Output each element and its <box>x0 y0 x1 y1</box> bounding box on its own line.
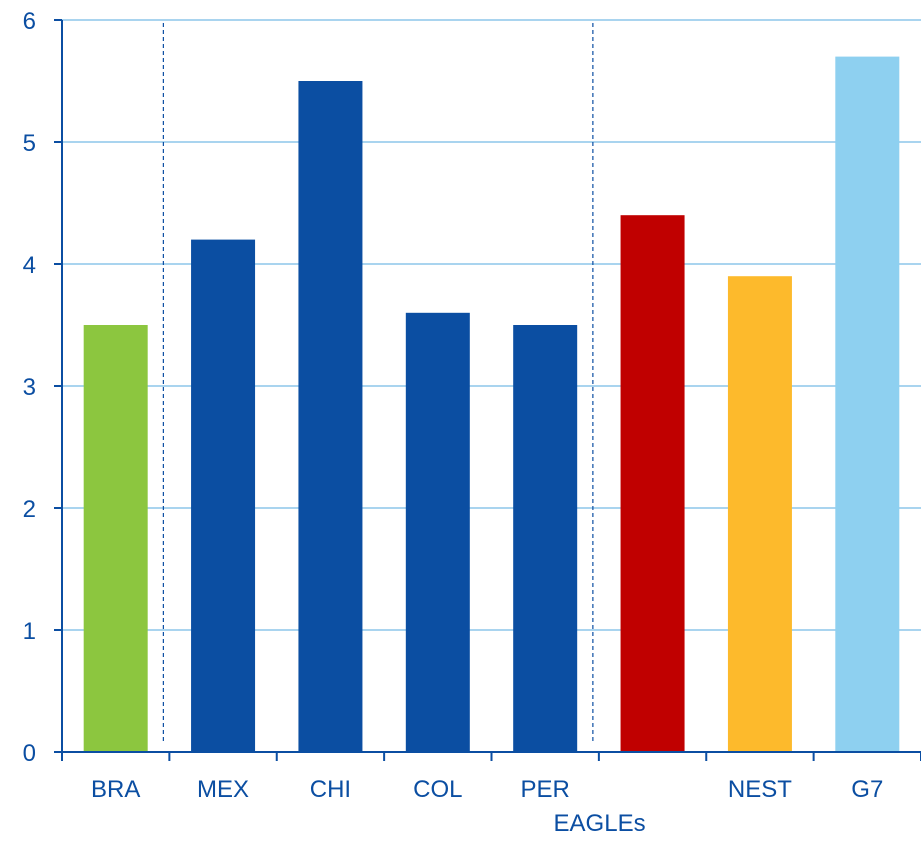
x-tick-label-nest: NEST <box>728 776 792 803</box>
bars <box>83 56 900 753</box>
x-tick-label-col: COL <box>413 776 462 803</box>
tick-labels: 0 1 2 3 4 5 6 BRA MEX CHI COL PER EAGLEs NEST G7 <box>23 8 884 837</box>
group-separators <box>162 23 594 742</box>
x-tick-label-eagles: EAGLEs <box>554 810 646 837</box>
y-tick-label-3: 3 <box>23 374 36 401</box>
gridlines <box>62 19 921 631</box>
bar-mex <box>191 239 256 753</box>
x-tick-label-bra: BRA <box>91 776 140 803</box>
y-tick-label-5: 5 <box>23 130 36 157</box>
x-tick-label-chi: CHI <box>310 776 351 803</box>
bar-nest <box>727 276 792 752</box>
bar-eagles <box>620 215 685 752</box>
y-tick-label-2: 2 <box>23 496 36 523</box>
bar-per <box>513 325 578 752</box>
axes <box>54 19 921 761</box>
bar-g7 <box>835 56 900 753</box>
x-tick-label-mex: MEX <box>197 776 249 803</box>
x-tick-label-g7: G7 <box>851 776 883 803</box>
bar-bra <box>83 325 148 752</box>
y-tick-label-6: 6 <box>23 8 36 35</box>
x-tick-label-per: PER <box>521 776 570 803</box>
bar-chi <box>298 81 363 752</box>
y-tick-label-0: 0 <box>23 740 36 767</box>
bar-col <box>405 312 470 752</box>
y-tick-label-4: 4 <box>23 252 36 279</box>
y-tick-label-1: 1 <box>23 618 36 645</box>
